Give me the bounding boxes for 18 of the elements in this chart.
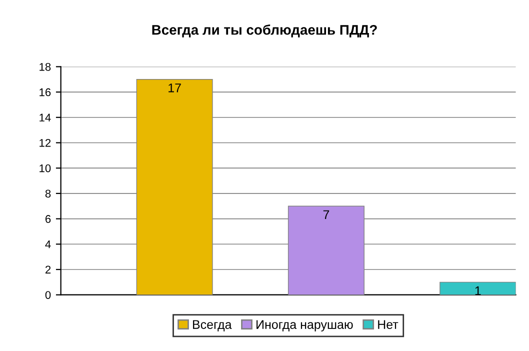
y-tick-label: 8 — [45, 190, 51, 198]
y-tick-label: 4 — [45, 240, 51, 248]
legend-label: Нет — [378, 320, 398, 329]
y-tick-label: 10 — [40, 164, 51, 172]
y-tick-label: 12 — [40, 139, 51, 147]
y-tick-label: 14 — [40, 114, 51, 122]
y-tick-label: 16 — [40, 88, 51, 96]
data-label: 7 — [323, 210, 330, 219]
chart-title: Всегда ли ты соблюдаешь ПДД? — [152, 24, 377, 38]
data-label: 17 — [168, 84, 181, 92]
y-tick-label: 18 — [40, 62, 51, 71]
y-tick-label: 6 — [46, 215, 51, 223]
legend-label: Иногда нарушаю — [256, 320, 353, 332]
bar — [440, 282, 516, 295]
y-tick-label: 2 — [45, 266, 51, 274]
legend-label: Всегда — [193, 320, 232, 332]
y-tick-label: 0 — [45, 291, 51, 299]
data-label: 1 — [475, 286, 481, 296]
